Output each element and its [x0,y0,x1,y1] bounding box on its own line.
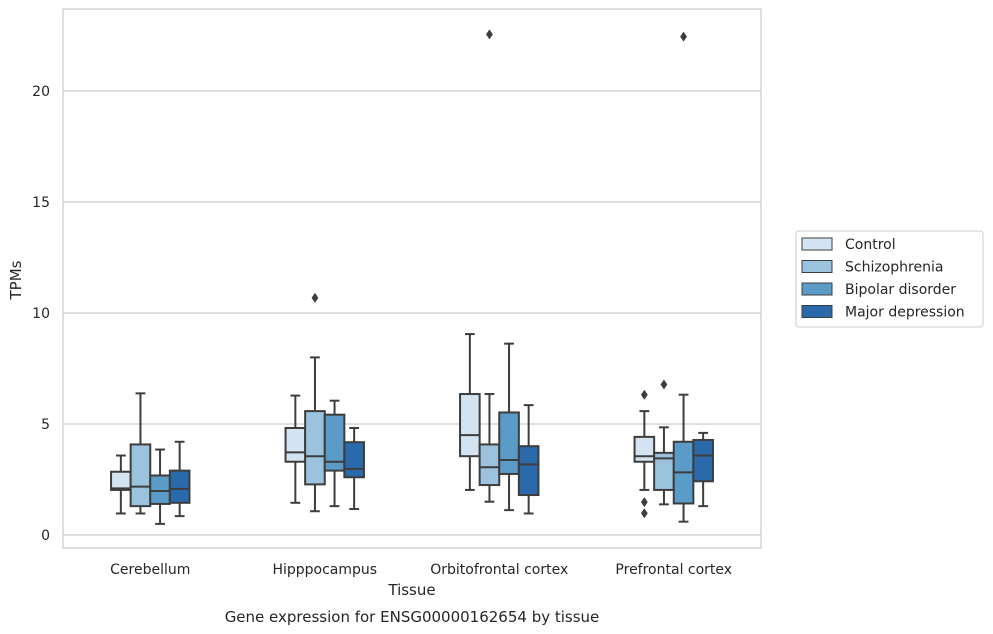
outlier-point [680,31,687,42]
box [459,393,481,458]
box-group [633,389,656,519]
box [692,438,714,483]
box [633,435,656,463]
box [168,469,191,504]
y-tick-label: 5 [41,417,50,433]
x-axis-title: Tissue [387,581,435,599]
x-tick-label: Prefrontal cortex [615,562,732,578]
box-group [653,379,675,506]
box-group [478,29,501,503]
box [149,474,171,505]
legend-label: Bipolar disorder [845,282,956,298]
x-axis-ticks: Cerebellum Hipppocampus Orbitofrontal cort… [110,562,732,578]
outlier-point [660,379,668,390]
box-group [692,431,714,508]
box-group [168,440,191,518]
x-tick-label: Cerebellum [110,562,190,578]
box-group [459,333,481,491]
legend-label: Control [845,237,896,253]
legend-frame [795,230,984,328]
legend-swatch [801,237,833,251]
box-group [110,454,132,515]
box [304,410,326,486]
boxes-layer [110,29,714,525]
box [478,443,501,487]
box-group [284,394,307,504]
box-group [517,404,540,515]
outlier-point [640,389,648,400]
outlier-point [486,29,493,40]
box-group [343,426,365,511]
outlier-point [640,497,648,508]
box [110,470,132,491]
box-group [672,31,695,523]
legend-swatch [801,305,833,318]
box [498,411,520,475]
x-tick-label: Orbitofrontal cortex [430,562,568,578]
y-tick-label: 15 [32,195,50,211]
y-tick-label: 0 [41,528,50,544]
plot-area-frame [62,8,762,549]
y-axis-ticks: 0 5 10 15 20 [32,84,50,544]
y-tick-label: 10 [32,306,50,322]
figure-caption: Gene expression for ENSG00000162654 by t… [225,608,600,626]
box-group [149,448,171,525]
legend-label: Schizophrenia [845,260,943,276]
outlier-point [311,292,319,303]
box-group [304,292,326,513]
outlier-point [640,508,648,519]
y-tick-label: 20 [32,84,50,100]
box-group [498,342,520,512]
box [284,426,307,463]
box [129,443,152,508]
box-group [129,392,152,515]
legend: Control Schizophrenia Bipolar disorder Majo… [795,230,984,328]
box-group [323,399,346,508]
legend-label: Major depression [845,305,965,321]
y-axis-title: TPMs [7,260,25,300]
x-tick-label: Hipppocampus [272,562,377,578]
legend-swatch [801,282,833,296]
box [517,445,540,497]
box [343,441,365,479]
legend-swatch [801,260,833,273]
